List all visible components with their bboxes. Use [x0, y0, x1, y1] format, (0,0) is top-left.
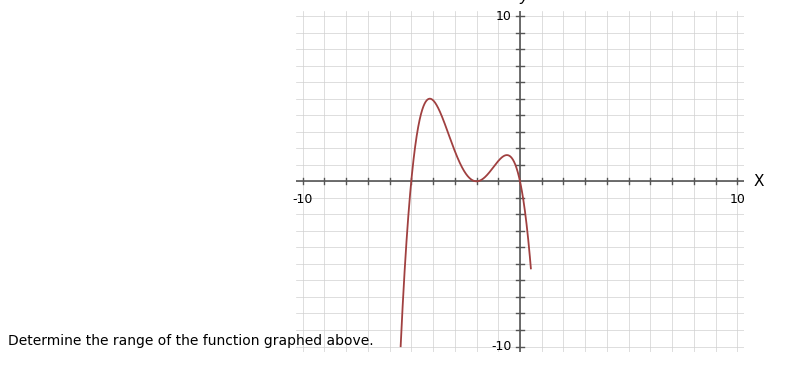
Text: Determine the range of the function graphed above.: Determine the range of the function grap… [8, 334, 374, 348]
Text: 10: 10 [730, 193, 746, 206]
Text: y: y [520, 0, 529, 4]
Text: -10: -10 [491, 340, 511, 353]
Text: -10: -10 [292, 193, 313, 206]
Text: 10: 10 [495, 10, 511, 23]
Text: X: X [754, 174, 764, 189]
